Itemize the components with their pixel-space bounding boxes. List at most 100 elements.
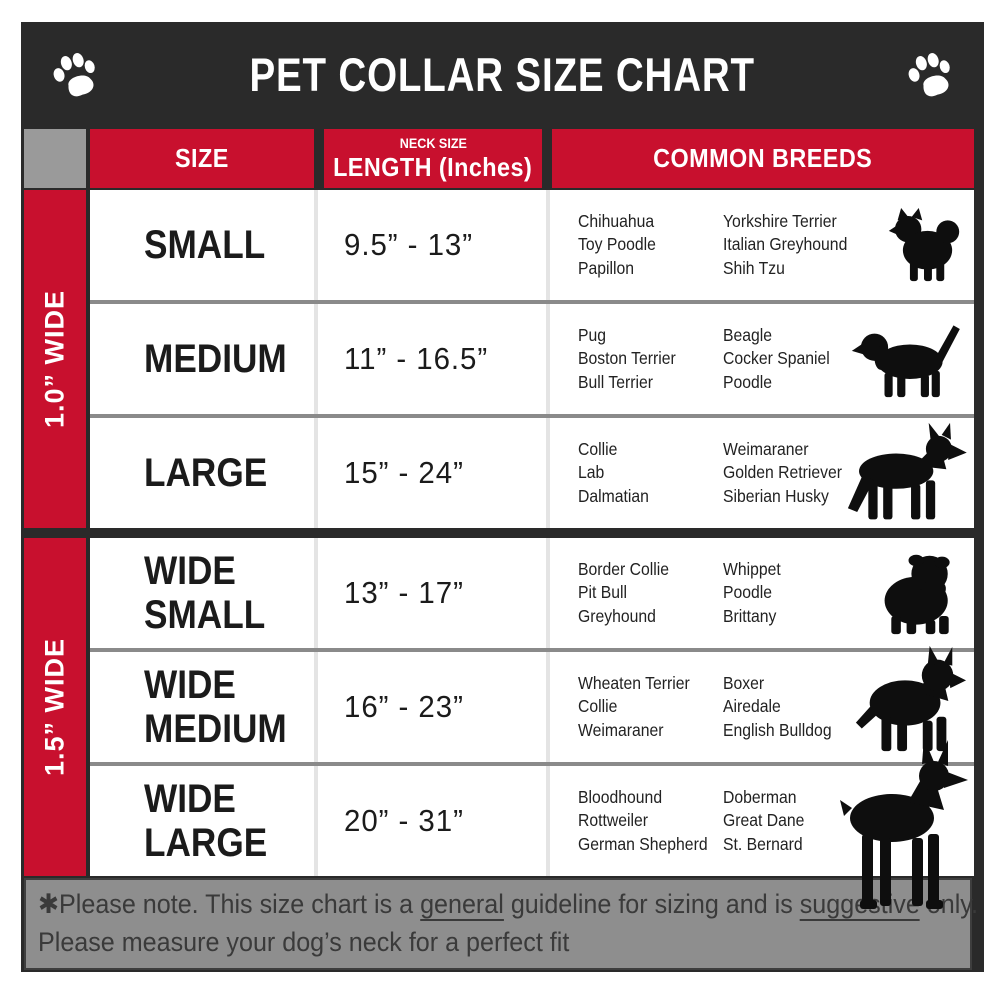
column-header-size: SIZE: [90, 129, 314, 188]
breed-list: Wheaten Terrier Collie Weimaraner: [578, 672, 709, 741]
breed-item: Whippet: [723, 559, 781, 580]
breed-item: Doberman: [723, 787, 797, 808]
paw-icon: [904, 48, 956, 100]
breed-item: Airedale: [723, 696, 781, 717]
footer-text: ✱Please note. This size chart is a: [38, 889, 421, 920]
column-header-label: LENGTH (Inches): [333, 151, 533, 182]
row-divider: [90, 414, 974, 418]
size-label: LARGE: [144, 451, 268, 495]
length-cell: 11” - 16.5”: [318, 304, 546, 414]
breed-item: Wheaten Terrier: [578, 673, 690, 694]
pit-bull-silhouette-icon: [850, 638, 968, 760]
breed-list: Boxer Airedale English Bulldog: [723, 672, 832, 741]
breed-list: Doberman Great Dane St. Bernard: [723, 786, 804, 855]
size-cell: MEDIUM: [90, 304, 314, 414]
rail-label: 1.5” WIDE: [39, 637, 70, 777]
size-label: LARGE: [144, 821, 268, 865]
column-header-common-breeds: COMMON BREEDS: [552, 129, 974, 188]
paw-icon: [49, 48, 101, 100]
breed-list: Yorkshire Terrier Italian Greyhound Shih…: [723, 210, 847, 279]
beagle-silhouette-icon: [850, 318, 968, 400]
column-header-label: SIZE: [175, 143, 229, 173]
breed-item: Weimaraner: [723, 439, 809, 460]
breed-item: Italian Greyhound: [723, 234, 848, 255]
breed-item: Shih Tzu: [723, 257, 785, 278]
table-body: SMALL 9.5” - 13” Chihuahua Toy Poodle Pa…: [90, 190, 974, 909]
page-title: PET COLLAR SIZE CHART: [249, 47, 756, 101]
size-label: SMALL: [144, 593, 266, 637]
row-divider: [90, 300, 974, 304]
footer-underlined-word: suggestive: [799, 889, 920, 922]
breed-item: St. Bernard: [723, 833, 803, 854]
length-cell: 15” - 24”: [318, 418, 546, 528]
german-shepherd-silhouette-icon: [842, 421, 968, 525]
length-value: 15” - 24”: [344, 455, 464, 490]
breed-item: Bloodhound: [578, 787, 663, 808]
column-divider: [546, 418, 550, 528]
breed-list: Collie Lab Dalmatian: [578, 438, 709, 507]
breed-list: Whippet Poodle Brittany: [723, 558, 781, 627]
breed-item: Cocker Spaniel: [723, 348, 830, 369]
column-divider: [314, 418, 318, 528]
size-cell: WIDE MEDIUM: [90, 652, 314, 762]
breeds-cell: Bloodhound Rottweiler German Shepherd Do…: [550, 738, 974, 909]
breed-item: Siberian Husky: [723, 485, 829, 506]
breed-item: Beagle: [723, 325, 773, 346]
table-row-wide-medium: WIDE MEDIUM 16” - 23” Wheaten Terrier Co…: [90, 645, 974, 762]
breed-item: Border Collie: [578, 559, 670, 580]
length-value: 13” - 17”: [344, 575, 464, 610]
column-divider: [546, 538, 550, 648]
rail-1point5-inch-wide: 1.5” WIDE: [24, 538, 86, 876]
rail-1-inch-wide: 1.0” WIDE: [24, 190, 86, 528]
column-header-label: COMMON BREEDS: [653, 143, 873, 173]
breed-item: Greyhound: [578, 605, 656, 626]
column-divider: [546, 190, 550, 300]
breeds-cell: Border Collie Pit Bull Greyhound Whippet…: [550, 538, 974, 648]
size-label: SMALL: [144, 223, 266, 267]
column-header-neck-length: NECK SIZE LENGTH (Inches): [324, 129, 542, 188]
column-divider: [314, 766, 318, 876]
column-divider: [546, 652, 550, 762]
column-header-sublabel: NECK SIZE: [399, 134, 467, 151]
column-divider: [314, 190, 318, 300]
size-chart-sheet: PET COLLAR SIZE CHART 1.0” WIDE 1.5” WID…: [21, 22, 984, 972]
breed-list: Border Collie Pit Bull Greyhound: [578, 558, 709, 627]
column-divider: [314, 538, 318, 648]
group-divider: [90, 528, 974, 538]
breed-item: Boxer: [723, 673, 765, 694]
breed-list: Chihuahua Toy Poodle Papillon: [578, 210, 709, 279]
breed-item: Rottweiler: [578, 810, 649, 831]
breed-item: Poodle: [723, 371, 773, 392]
length-value: 9.5” - 13”: [344, 227, 473, 262]
table-row-medium: MEDIUM 11” - 16.5” Pug Boston Terrier Bu…: [90, 304, 974, 414]
rail-label: 1.0” WIDE: [39, 289, 70, 429]
table-row-wide-small: WIDE SMALL 13” - 17” Border Collie Pit B…: [90, 538, 974, 648]
breed-item: Collie: [578, 439, 618, 460]
column-divider: [314, 304, 318, 414]
breed-list: Bloodhound Rottweiler German Shepherd: [578, 786, 709, 855]
breed-list: Beagle Cocker Spaniel Poodle: [723, 324, 830, 393]
length-value: 16” - 23”: [344, 689, 464, 724]
row-divider: [90, 762, 974, 766]
length-value: 20” - 31”: [344, 803, 464, 838]
size-label: MEDIUM: [144, 337, 287, 381]
breed-item: Toy Poodle: [578, 234, 656, 255]
breed-item: Dalmatian: [578, 485, 649, 506]
footer-text: guideline for sizing and is: [503, 889, 800, 920]
breed-item: Golden Retriever: [723, 462, 843, 483]
breed-item: Boston Terrier: [578, 348, 676, 369]
size-label: WIDE: [144, 549, 236, 593]
row-divider: [90, 648, 974, 652]
length-cell: 16” - 23”: [318, 652, 546, 762]
pomeranian-silhouette-icon: [880, 206, 968, 284]
breed-item: Lab: [578, 462, 605, 483]
length-cell: 13” - 17”: [318, 538, 546, 648]
breed-item: Weimaraner: [578, 719, 664, 740]
size-cell: LARGE: [90, 418, 314, 528]
breeds-cell: Pug Boston Terrier Bull Terrier Beagle C…: [550, 304, 974, 414]
breeds-cell: Wheaten Terrier Collie Weimaraner Boxer …: [550, 645, 974, 762]
breed-item: Great Dane: [723, 810, 805, 831]
breed-item: Poodle: [723, 582, 773, 603]
doberman-silhouette-icon: [822, 738, 972, 920]
footer-text: Please measure your dog’s neck for a per…: [38, 927, 570, 957]
